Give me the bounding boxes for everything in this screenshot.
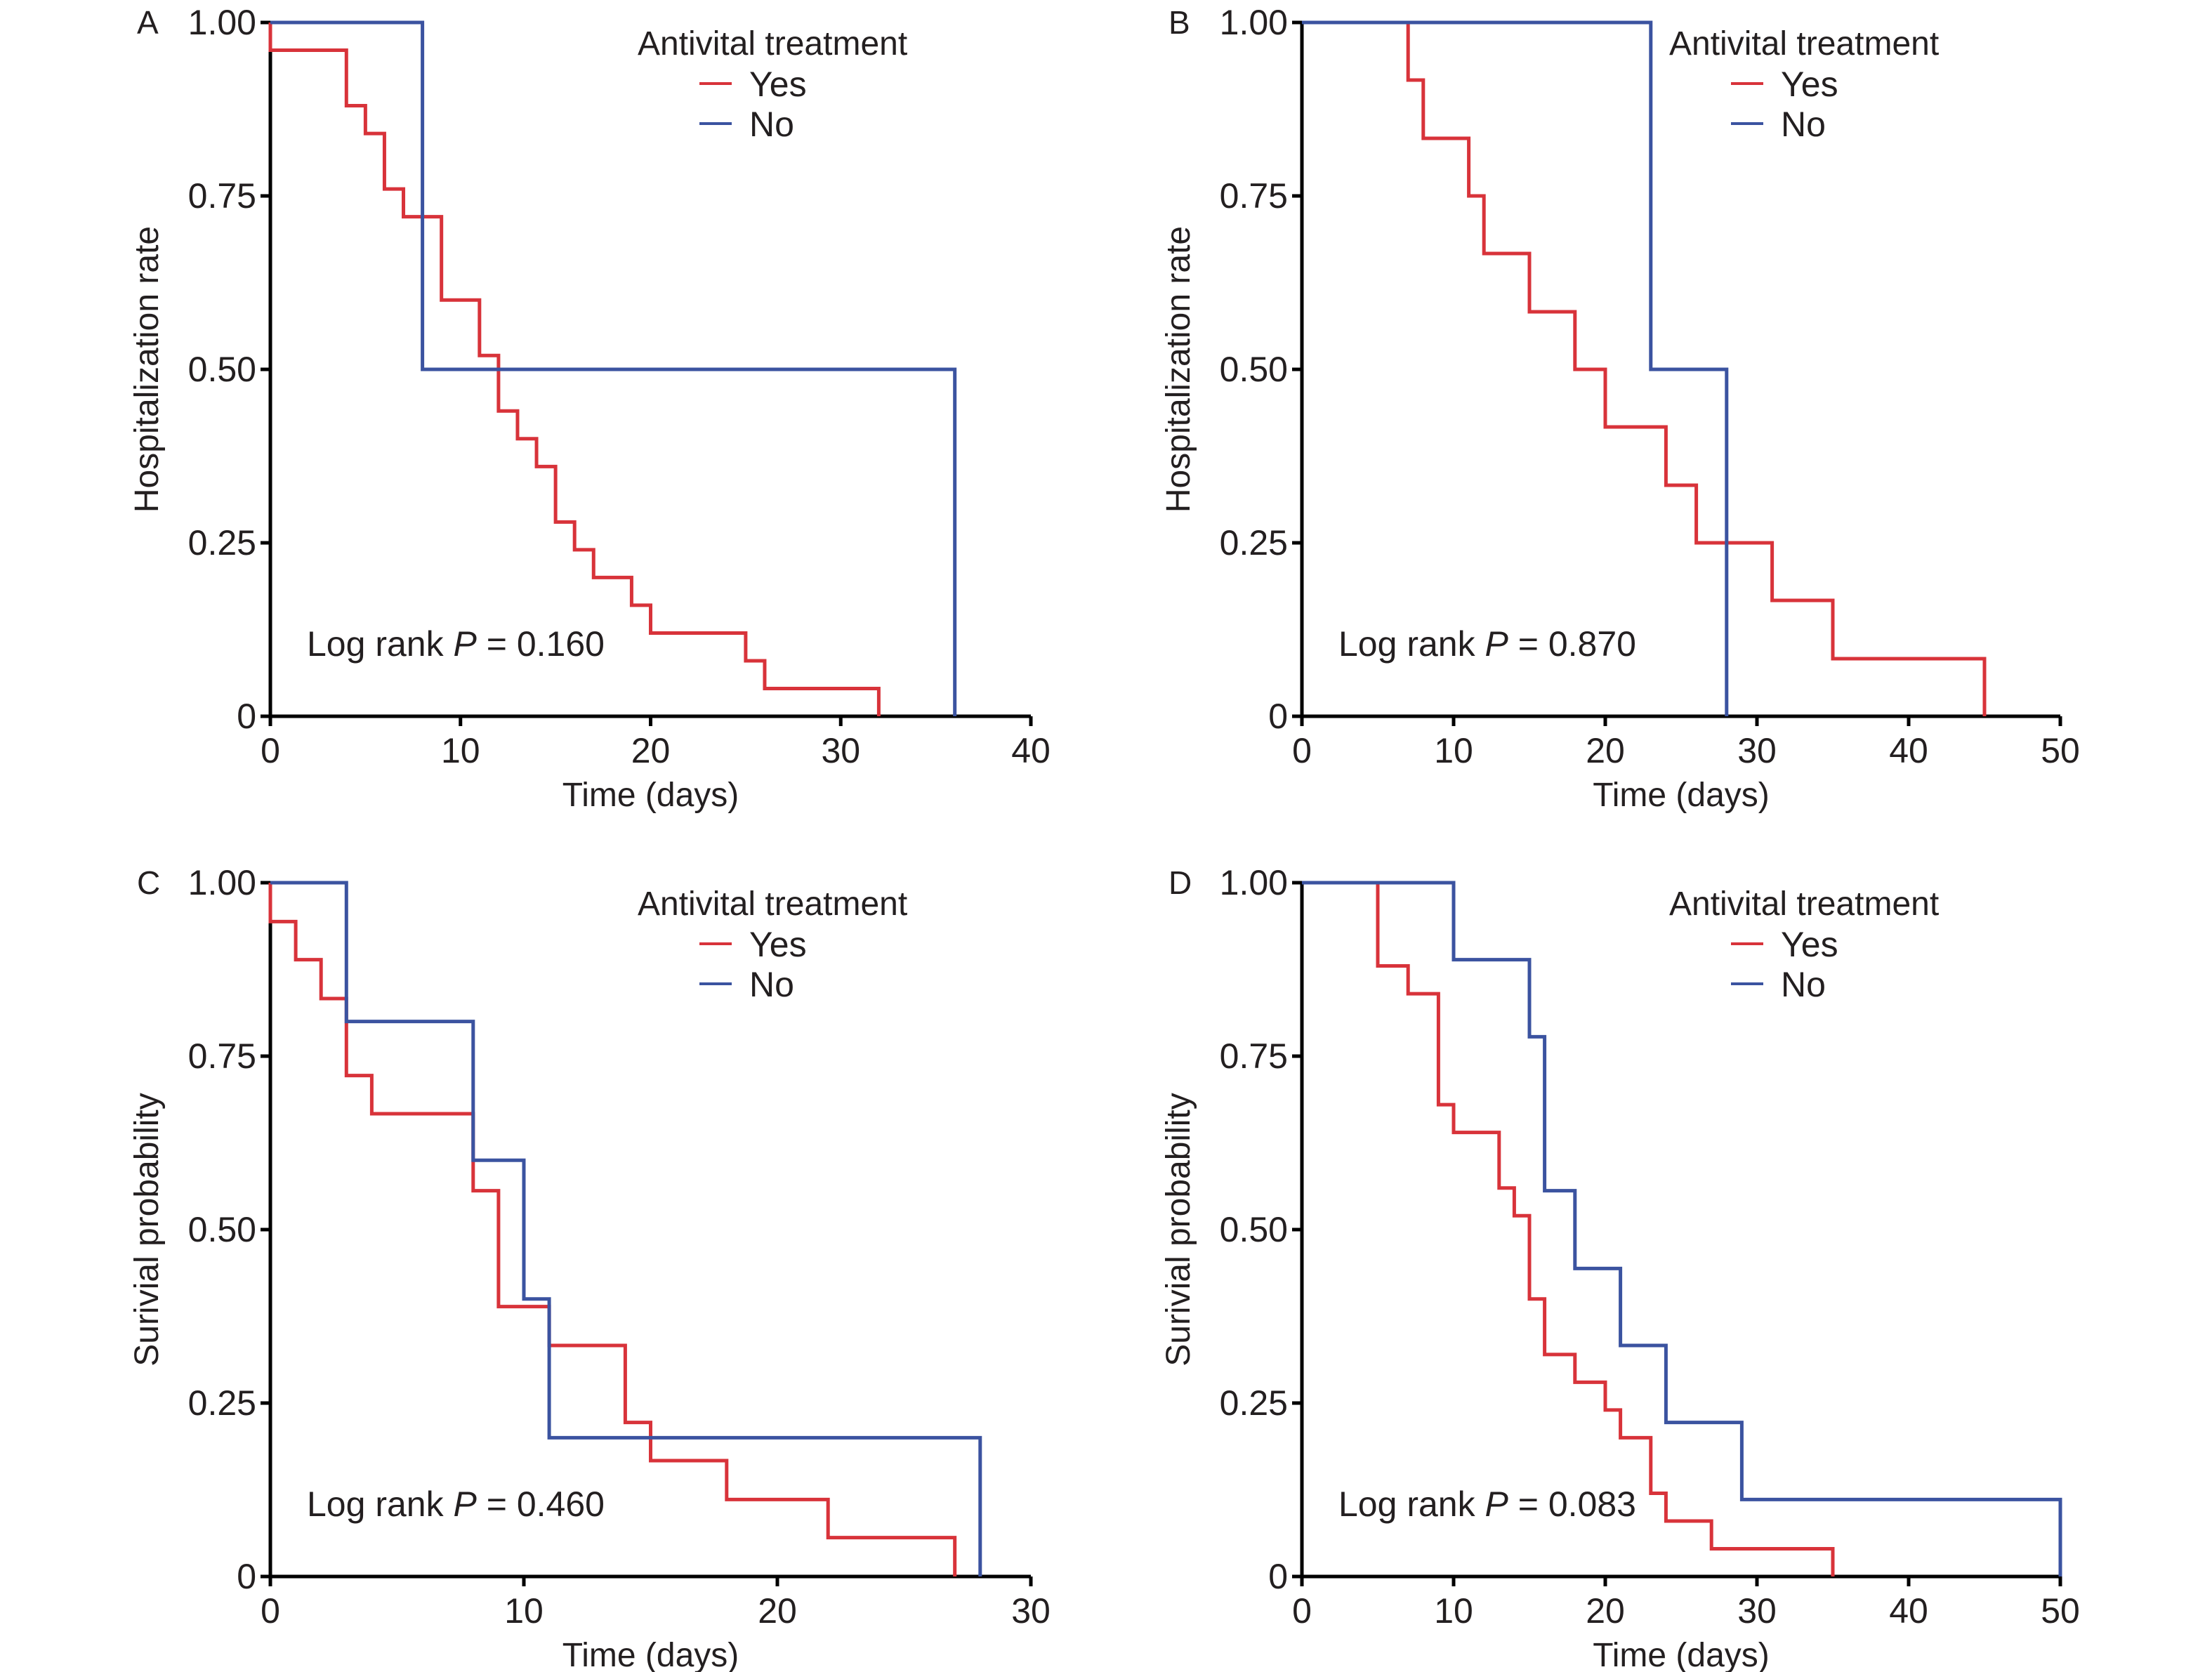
legend-label-yes: Yes xyxy=(749,925,807,964)
log-rank-prefix: Log rank xyxy=(307,624,453,664)
log-rank-annotation: Log rank P = 0.460 xyxy=(307,1485,605,1524)
y-tick-label: 0 xyxy=(237,697,256,736)
panel-letter: C xyxy=(137,864,160,901)
x-tick-label: 30 xyxy=(1737,1591,1777,1631)
legend-label-no: No xyxy=(749,105,794,144)
x-tick-label: 20 xyxy=(1586,731,1625,770)
y-axis-title: Surivial probability xyxy=(129,1093,166,1367)
legend-title: Antivital treatment xyxy=(1669,886,1939,923)
y-tick-label: 0.75 xyxy=(188,176,256,216)
y-tick-label: 0 xyxy=(237,1557,256,1596)
y-tick-label: 0.75 xyxy=(188,1036,256,1076)
log-rank-value: = 0.083 xyxy=(1508,1485,1636,1524)
panel-b: B 0 0.25 0.50 0.75 1.00 0 10 20 30 40 50 Time (days)… xyxy=(1160,3,2080,814)
x-tick-label: 20 xyxy=(1586,1591,1625,1631)
x-tick-label: 50 xyxy=(2041,731,2080,770)
x-tick-label: 40 xyxy=(1011,731,1051,770)
km-curve-no xyxy=(1302,881,2062,1576)
y-tick-label: 0 xyxy=(1268,1557,1288,1596)
panel-letter: A xyxy=(137,4,159,41)
y-tick-label: 0.50 xyxy=(1220,350,1288,389)
panel-letter: D xyxy=(1168,864,1192,901)
log-rank-value: = 0.870 xyxy=(1508,624,1636,664)
log-rank-p-symbol: P xyxy=(1484,1485,1508,1524)
log-rank-p-symbol: P xyxy=(453,1485,477,1524)
log-rank-p-symbol: P xyxy=(453,624,477,664)
y-tick-label: 0.25 xyxy=(188,1383,256,1423)
y-tick-label: 1.00 xyxy=(1220,3,1288,42)
y-tick-label: 1.00 xyxy=(1220,863,1288,902)
legend-label-no: No xyxy=(749,965,794,1004)
panel-c: C 0 0.25 0.50 0.75 1.00 0 10 20 30 Time (days) Suri… xyxy=(129,863,1051,1672)
log-rank-annotation: Log rank P = 0.160 xyxy=(307,624,605,664)
y-tick-label: 0.75 xyxy=(1220,1036,1288,1076)
legend-title: Antivital treatment xyxy=(638,25,907,62)
panel-d: D 0 0.25 0.50 0.75 1.00 0 10 20 30 40 50 Time (days)… xyxy=(1160,863,2080,1672)
legend-title: Antivital treatment xyxy=(638,886,907,923)
log-rank-p-symbol: P xyxy=(1484,624,1508,664)
y-tick-label: 0.25 xyxy=(188,523,256,562)
log-rank-prefix: Log rank xyxy=(307,1485,453,1524)
km-curve-yes xyxy=(1302,20,1987,716)
km-curve-no xyxy=(270,20,957,716)
log-rank-value: = 0.460 xyxy=(477,1485,605,1524)
log-rank-annotation: Log rank P = 0.083 xyxy=(1338,1485,1636,1524)
legend-title: Antivital treatment xyxy=(1669,25,1939,62)
km-curve-yes xyxy=(268,22,881,716)
legend-label-no: No xyxy=(1781,965,1826,1004)
x-tick-label: 10 xyxy=(1434,1591,1473,1631)
y-axis-title: Surivial probability xyxy=(1160,1093,1197,1367)
x-tick-label: 0 xyxy=(261,731,280,770)
x-tick-label: 30 xyxy=(1011,1591,1051,1631)
km-curve-no xyxy=(1302,20,1729,716)
x-tick-label: 30 xyxy=(1737,731,1777,770)
y-tick-label: 0.50 xyxy=(188,1210,256,1249)
y-tick-label: 0 xyxy=(1268,697,1288,736)
legend-label-yes: Yes xyxy=(1781,65,1838,104)
log-rank-value: = 0.160 xyxy=(477,624,605,664)
x-axis-title: Time (days) xyxy=(1593,777,1770,814)
x-tick-label: 10 xyxy=(441,731,480,770)
log-rank-annotation: Log rank P = 0.870 xyxy=(1338,624,1636,664)
x-tick-label: 0 xyxy=(1292,1591,1312,1631)
panel-a: A 0 0.25 0.50 0.75 1.00 0 10 20 30 40 Time (days) Ho… xyxy=(129,3,1051,814)
panel-letter: B xyxy=(1168,4,1190,41)
y-tick-label: 0.50 xyxy=(1220,1210,1288,1249)
legend-label-yes: Yes xyxy=(749,65,807,104)
x-tick-label: 10 xyxy=(504,1591,544,1631)
x-tick-label: 0 xyxy=(261,1591,280,1631)
y-tick-label: 0.50 xyxy=(188,350,256,389)
x-tick-label: 0 xyxy=(1292,731,1312,770)
legend-label-yes: Yes xyxy=(1781,925,1838,964)
x-axis-title: Time (days) xyxy=(562,777,739,814)
legend-label-no: No xyxy=(1781,105,1826,144)
km-curve-yes xyxy=(1302,881,1835,1576)
x-axis-title: Time (days) xyxy=(562,1637,739,1672)
x-tick-label: 10 xyxy=(1434,731,1473,770)
x-tick-label: 50 xyxy=(2041,1591,2080,1631)
x-tick-label: 40 xyxy=(1889,1591,1928,1631)
y-tick-label: 1.00 xyxy=(188,3,256,42)
km-curve-no xyxy=(270,881,982,1576)
y-tick-label: 0.25 xyxy=(1220,1383,1288,1423)
y-axis-title: Hospitalization rate xyxy=(1160,226,1197,513)
x-axis-title: Time (days) xyxy=(1593,1637,1770,1672)
x-tick-label: 20 xyxy=(758,1591,797,1631)
km-curve-yes xyxy=(268,883,957,1576)
log-rank-prefix: Log rank xyxy=(1338,624,1484,664)
y-axis-title: Hospitalization rate xyxy=(129,226,166,513)
y-tick-label: 0.75 xyxy=(1220,176,1288,216)
x-tick-label: 40 xyxy=(1889,731,1928,770)
log-rank-prefix: Log rank xyxy=(1338,1485,1484,1524)
y-tick-label: 1.00 xyxy=(188,863,256,902)
y-tick-label: 0.25 xyxy=(1220,523,1288,562)
x-tick-label: 20 xyxy=(631,731,671,770)
x-tick-label: 30 xyxy=(821,731,860,770)
